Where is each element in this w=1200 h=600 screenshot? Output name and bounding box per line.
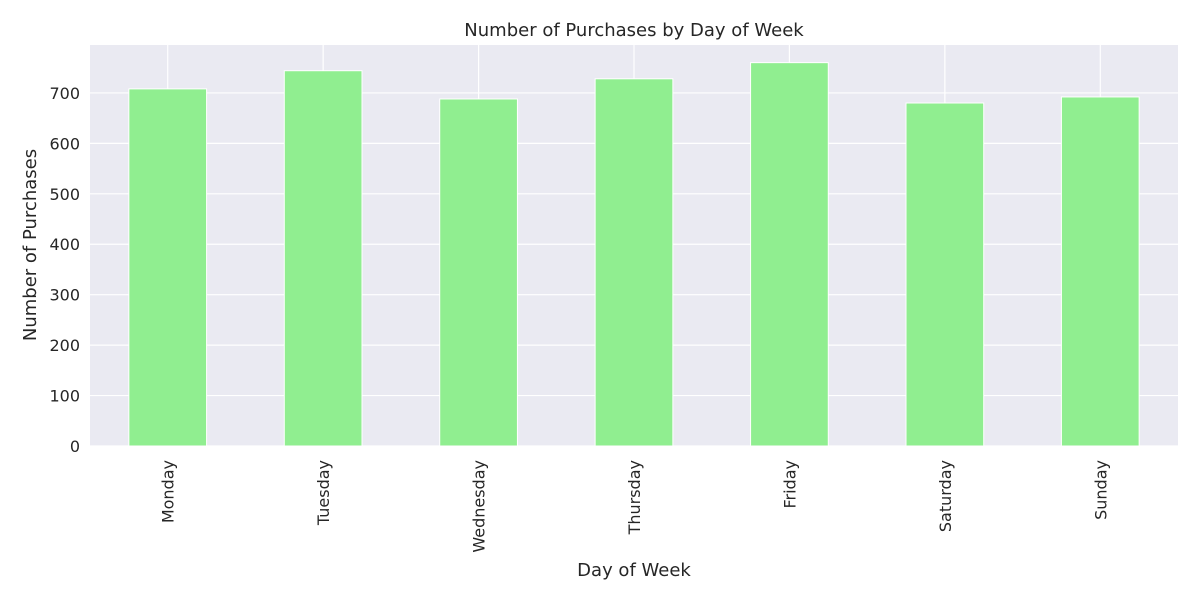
y-tick-label: 0 bbox=[70, 437, 80, 456]
y-axis-label: Number of Purchases bbox=[20, 149, 41, 341]
y-tick-label: 300 bbox=[49, 286, 80, 305]
bar-thursday bbox=[594, 78, 674, 447]
y-tick-label: 400 bbox=[49, 235, 80, 254]
y-tick-label: 200 bbox=[49, 336, 80, 355]
chart-title: Number of Purchases by Day of Week bbox=[464, 20, 804, 41]
x-tick-label: Saturday bbox=[936, 460, 955, 532]
bar-tuesday bbox=[283, 70, 363, 447]
bar-saturday bbox=[905, 102, 985, 447]
x-axis-ticks: Monday Tuesday Wednesday Thursday Friday Satu… bbox=[159, 460, 1111, 553]
x-tick-label: Monday bbox=[159, 460, 178, 523]
x-tick-label: Tuesday bbox=[314, 460, 333, 526]
y-axis-ticks: 0 100 200 300 400 500 600 700 bbox=[49, 84, 80, 456]
y-tick-label: 500 bbox=[49, 185, 80, 204]
y-tick-label: 100 bbox=[49, 387, 80, 406]
x-tick-label: Wednesday bbox=[470, 460, 489, 553]
x-axis-label: Day of Week bbox=[577, 560, 691, 581]
bar-sunday bbox=[1060, 96, 1140, 447]
y-tick-label: 600 bbox=[49, 134, 80, 153]
x-tick-label: Friday bbox=[780, 460, 799, 509]
x-tick-label: Thursday bbox=[625, 460, 644, 535]
y-tick-label: 700 bbox=[49, 84, 80, 103]
x-tick-label: Sunday bbox=[1091, 460, 1110, 520]
bars bbox=[128, 62, 1140, 447]
bar-monday bbox=[128, 88, 208, 447]
bar-friday bbox=[750, 62, 829, 447]
bar-wednesday bbox=[439, 98, 518, 447]
